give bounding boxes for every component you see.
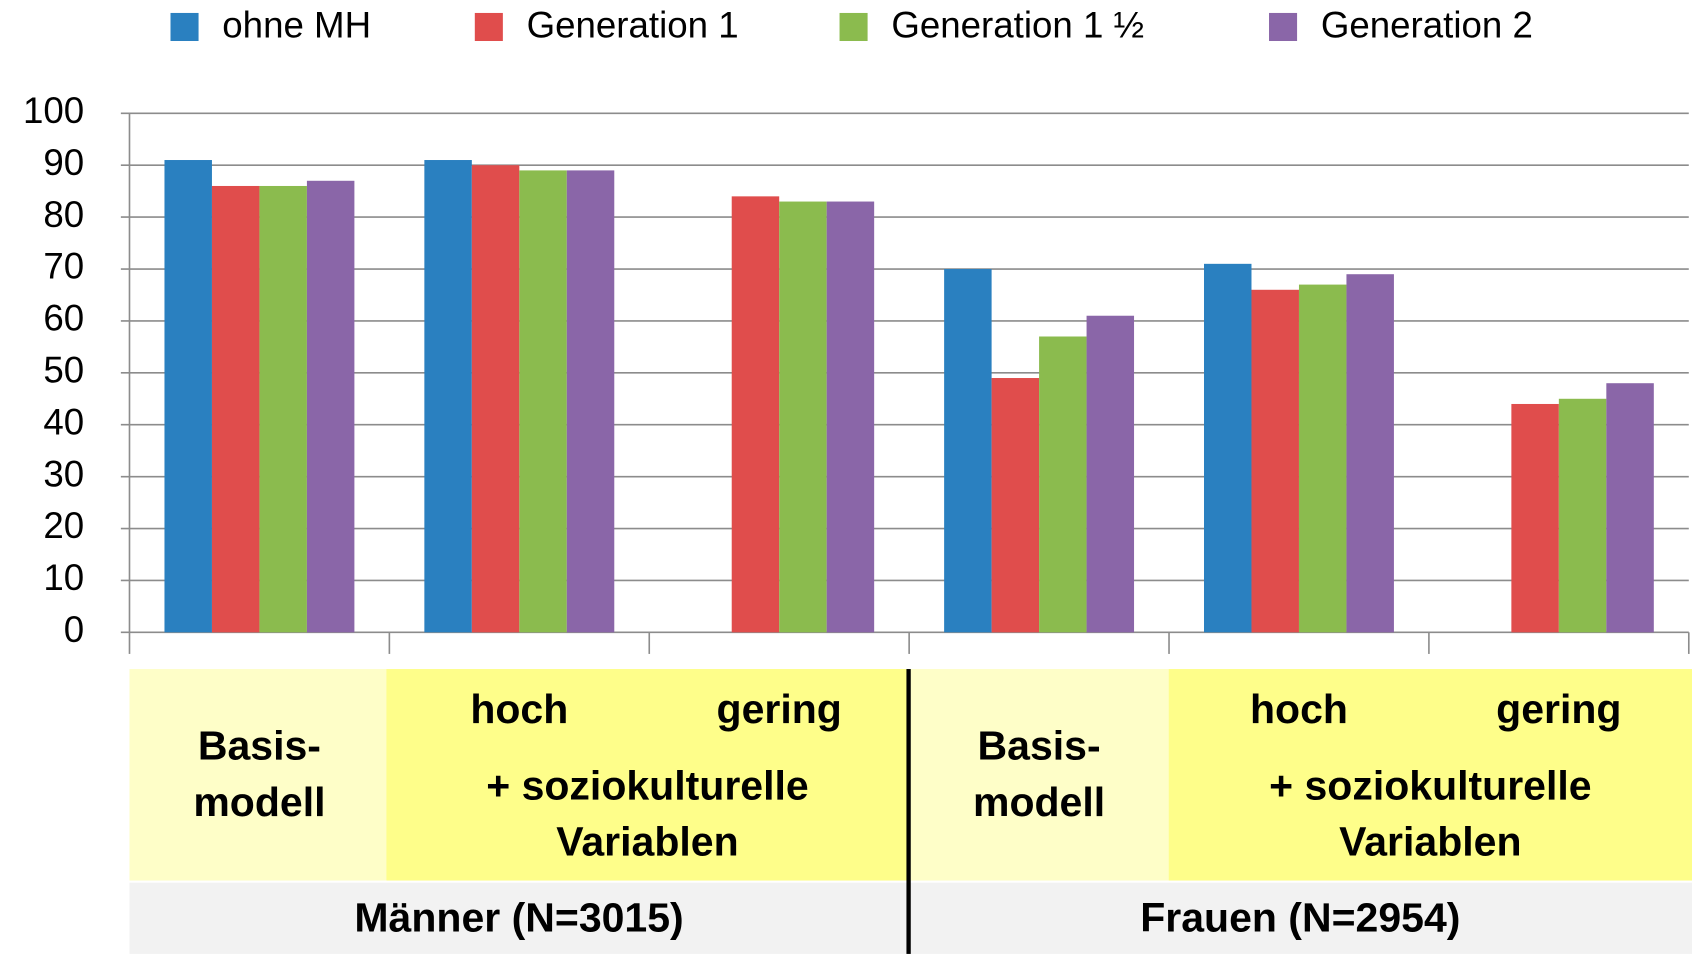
bar — [566, 170, 615, 633]
legend-swatch — [474, 12, 503, 42]
group-sublabel: + soziokulturelle Variablen — [486, 764, 809, 866]
legend-swatch — [170, 12, 199, 42]
y-tick-label: 50 — [43, 350, 84, 391]
legend-label: ohne MH — [222, 5, 371, 46]
y-tick-label: 60 — [43, 298, 84, 339]
y-tick-label: 90 — [43, 142, 84, 183]
x-tick-label: hoch — [470, 687, 569, 733]
bar — [306, 180, 355, 633]
x-tick-label: Basis- modell — [193, 724, 326, 826]
bar — [779, 201, 827, 633]
bar — [1298, 284, 1347, 633]
legend-label: Generation 1 — [527, 5, 739, 46]
chart: 0 10 20 30 40 50 60 70 80 90 100 ohne MH Generation … — [23, 5, 1690, 654]
y-tick-label: 10 — [43, 557, 84, 598]
legend-swatch — [839, 12, 868, 42]
category-cell-bg — [908, 669, 1169, 881]
group-sublabel: + soziokulturelle Variablen — [1269, 764, 1592, 866]
bar — [1039, 336, 1087, 633]
y-tick-label: 100 — [23, 90, 84, 131]
bar — [944, 269, 992, 633]
legend-label: Generation 2 — [1321, 5, 1533, 46]
x-tick-label: gering — [1496, 687, 1622, 733]
bar — [211, 185, 260, 633]
bar — [424, 160, 472, 633]
legend-swatch — [1269, 12, 1298, 42]
bar — [991, 378, 1040, 633]
bar — [1558, 398, 1607, 633]
bar — [259, 185, 307, 633]
y-tick-label: 40 — [43, 401, 84, 442]
bar — [471, 165, 520, 633]
category-cell-bg — [1168, 669, 1692, 881]
bar — [1606, 383, 1654, 633]
bar — [164, 160, 212, 633]
y-tick-label: 20 — [43, 505, 84, 546]
bar — [826, 201, 875, 633]
x-tick-label: hoch — [1249, 687, 1348, 733]
bar — [519, 170, 567, 633]
bar — [1511, 403, 1559, 633]
bar — [1086, 315, 1135, 633]
category-cell-bg — [129, 669, 387, 881]
legend-label: Generation 1 ½ — [891, 5, 1144, 46]
bar — [1346, 274, 1394, 633]
bar — [1251, 289, 1299, 633]
y-tick-label: 0 — [64, 609, 84, 650]
group-label: Männer (N=3015) — [129, 882, 909, 954]
y-tick-label: 70 — [43, 246, 84, 287]
y-tick-label: 30 — [43, 453, 84, 494]
divider — [906, 669, 911, 954]
bar — [731, 196, 780, 633]
group-label: Frauen (N=2954) — [908, 882, 1692, 954]
category-cell-bg — [386, 669, 909, 881]
x-tick-label: Basis- modell — [972, 724, 1106, 826]
bar — [1204, 263, 1252, 633]
x-tick-label: gering — [716, 687, 842, 733]
y-tick-label: 80 — [43, 194, 84, 235]
